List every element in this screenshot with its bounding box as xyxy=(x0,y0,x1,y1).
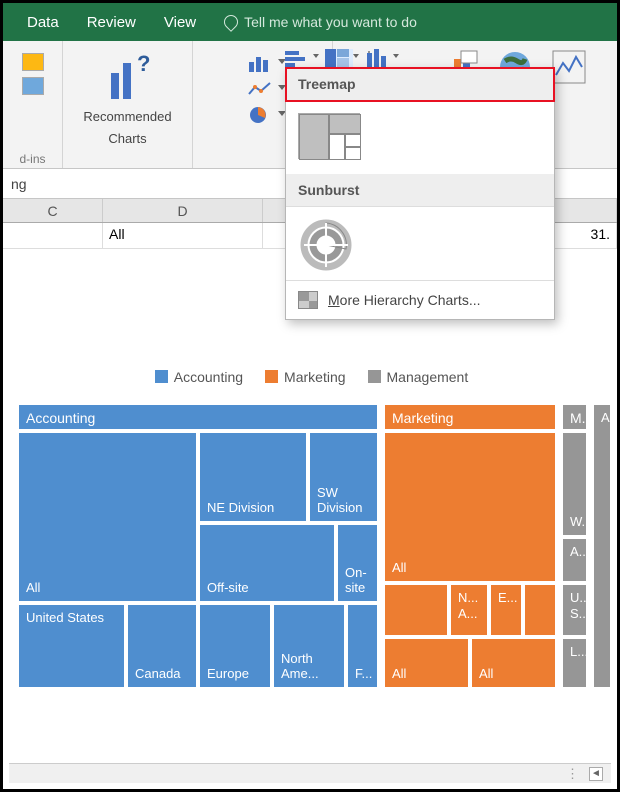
treemap-tile[interactable]: Europe xyxy=(198,603,272,689)
treemap-section-header: Treemap xyxy=(286,68,554,101)
treemap-tile[interactable]: North Ame... xyxy=(272,603,346,689)
tell-me[interactable]: Tell me what you want to do xyxy=(224,14,417,30)
treemap-tile[interactable]: W... xyxy=(561,431,588,537)
treemap-tile[interactable]: United States xyxy=(17,603,126,689)
people-graph-icon[interactable] xyxy=(22,77,44,95)
treemap-tile[interactable]: Canada xyxy=(126,603,198,689)
cell-c1[interactable] xyxy=(3,223,103,248)
tab-data[interactable]: Data xyxy=(27,14,59,31)
col-header-c[interactable]: C xyxy=(3,199,103,222)
tab-view[interactable]: View xyxy=(164,14,196,31)
treemap-tile[interactable]: N... A... xyxy=(449,583,489,637)
chart-area[interactable]: AccountingMarketingManagement Accounting… xyxy=(9,303,614,738)
more-hierarchy-charts[interactable]: More Hierarchy Charts... xyxy=(286,280,554,319)
chart-legend: Accounting Marketing Management xyxy=(9,369,614,385)
ribbon-tabs: Data Review View Tell me what you want t… xyxy=(3,3,617,41)
treemap-tile[interactable]: A... xyxy=(561,537,588,583)
treemap-tile[interactable]: A... xyxy=(592,403,612,689)
legend-item: Marketing xyxy=(265,369,345,385)
chart-icons-row-top xyxy=(285,49,393,67)
treemap-tile[interactable]: SW Division xyxy=(308,431,379,523)
hierarchy-chart-dropdown: Treemap Sunburst More Hierarchy Charts..… xyxy=(285,67,555,320)
recommended-charts-button[interactable]: ? xyxy=(105,53,151,99)
sparkline-line-icon[interactable] xyxy=(551,49,587,85)
pie-chart-icon[interactable] xyxy=(248,105,278,125)
sunburst-section-header: Sunburst xyxy=(286,174,554,207)
more-hierarchy-label: More Hierarchy Charts... xyxy=(328,292,481,308)
treemap-tile[interactable]: Marketing xyxy=(383,403,557,431)
legend-swatch xyxy=(265,370,278,383)
treemap-tile[interactable]: Off-site xyxy=(198,523,336,603)
treemap-tile[interactable]: E... xyxy=(489,583,523,637)
addins-group-label: d-ins xyxy=(19,152,45,166)
treemap-tile[interactable]: NE Division xyxy=(198,431,308,523)
cell-d1[interactable]: All xyxy=(103,223,263,248)
treemap-tile[interactable]: F... xyxy=(346,603,379,689)
legend-swatch xyxy=(368,370,381,383)
legend-swatch xyxy=(155,370,168,383)
treemap-tile[interactable] xyxy=(523,583,557,637)
recommended-charts-label-1: Recommended xyxy=(83,109,171,125)
horizontal-scrollbar[interactable]: ⋮ ◄ xyxy=(9,763,611,783)
treemap-tile[interactable]: M... xyxy=(561,403,588,431)
recommended-charts-label-2: Charts xyxy=(108,131,146,147)
statistic-chart-icon[interactable] xyxy=(365,49,393,67)
sheet-resize-handle[interactable]: ⋮ xyxy=(566,766,581,782)
bar-chart-icon[interactable] xyxy=(285,49,313,67)
lightbulb-icon xyxy=(221,12,241,32)
treemap-thumbnail[interactable] xyxy=(298,113,360,159)
tab-review[interactable]: Review xyxy=(87,14,136,31)
hierarchy-chart-icon[interactable] xyxy=(325,49,353,67)
formula-bar-text: ng xyxy=(11,176,27,192)
legend-item: Management xyxy=(368,369,469,385)
legend-item: Accounting xyxy=(155,369,243,385)
more-charts-icon xyxy=(298,291,318,309)
line-chart-icon[interactable] xyxy=(248,79,278,99)
treemap-tile[interactable]: On-site xyxy=(336,523,379,603)
bing-maps-icon[interactable] xyxy=(22,53,44,71)
recommended-charts-group: ? Recommended Charts xyxy=(63,41,193,168)
scroll-left-button[interactable]: ◄ xyxy=(589,767,603,781)
treemap-tile[interactable]: U... S... xyxy=(561,583,588,637)
col-header-d[interactable]: D xyxy=(103,199,263,222)
sunburst-thumbnail[interactable] xyxy=(298,219,360,265)
treemap-tile[interactable] xyxy=(383,583,449,637)
treemap-tile[interactable]: All xyxy=(470,637,557,689)
column-chart-icon[interactable] xyxy=(248,53,278,73)
treemap-tile[interactable]: All xyxy=(383,637,470,689)
treemap-tile[interactable]: All xyxy=(383,431,557,583)
addins-group: d-ins xyxy=(3,41,63,168)
treemap-tile[interactable]: Accounting xyxy=(17,403,379,431)
treemap-tile[interactable]: L... xyxy=(561,637,588,689)
treemap-tile[interactable]: All xyxy=(17,431,198,603)
treemap-chart: AccountingAllNE DivisionSW DivisionOff-s… xyxy=(17,403,612,689)
tell-me-label: Tell me what you want to do xyxy=(244,14,417,30)
